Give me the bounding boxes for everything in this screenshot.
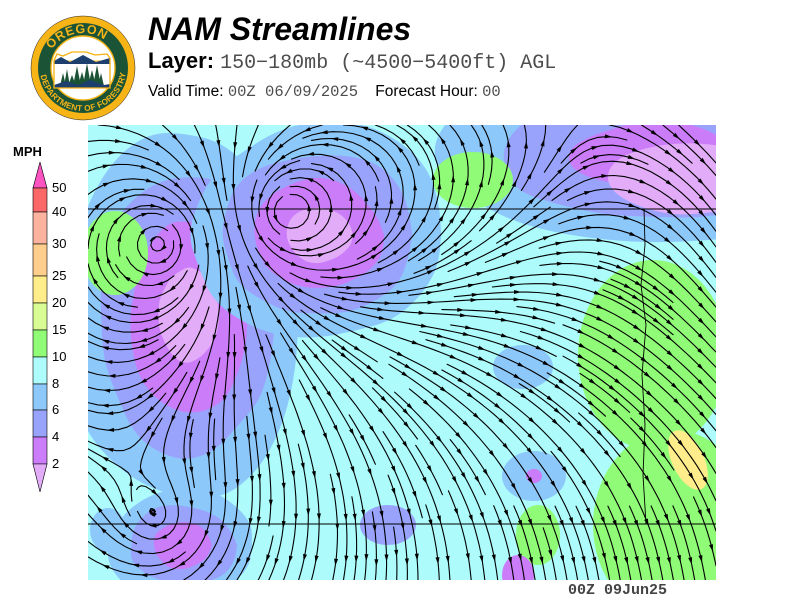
svg-text:25: 25 xyxy=(52,268,66,283)
svg-text:20: 20 xyxy=(52,295,66,310)
svg-text:40: 40 xyxy=(52,204,66,219)
svg-text:4: 4 xyxy=(52,429,59,444)
svg-text:30: 30 xyxy=(52,236,66,251)
svg-text:6: 6 xyxy=(52,402,59,417)
svg-text:2: 2 xyxy=(52,456,59,471)
svg-text:8: 8 xyxy=(52,376,59,391)
svg-text:15: 15 xyxy=(52,322,66,337)
svg-text:10: 10 xyxy=(52,349,66,364)
svg-text:50: 50 xyxy=(52,180,66,195)
